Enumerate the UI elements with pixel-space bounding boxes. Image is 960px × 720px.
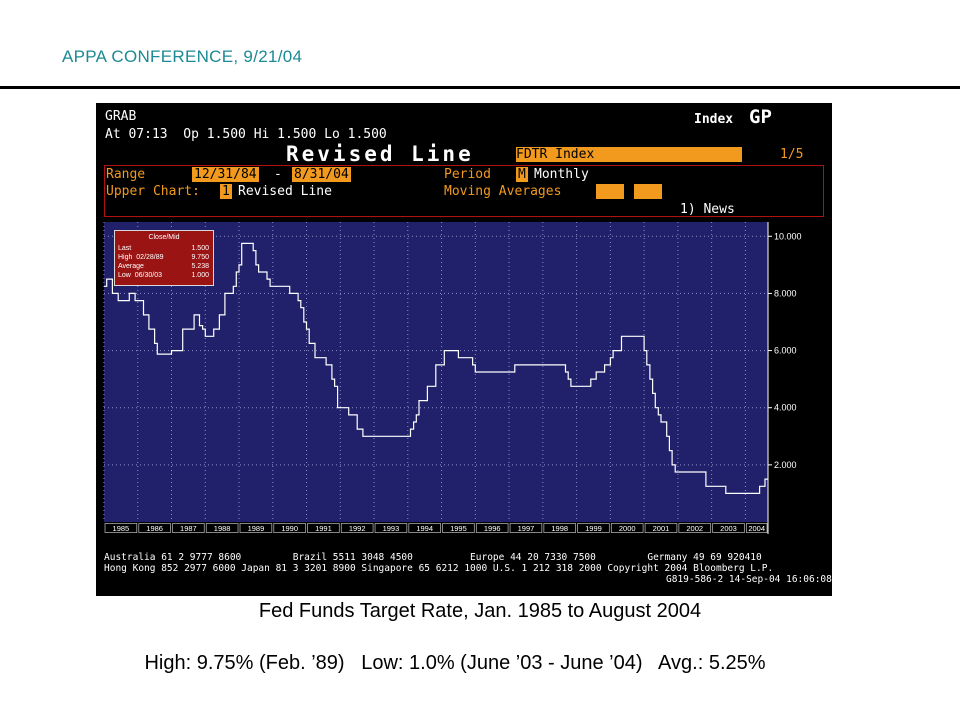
series-line-fed-funds xyxy=(104,242,768,494)
grab-label: GRAB xyxy=(105,109,137,124)
x-tick-cell xyxy=(104,523,138,533)
legend-row-label: Average xyxy=(118,263,144,270)
x-tick-label: 1987 xyxy=(180,524,197,533)
x-tick-cell xyxy=(610,523,644,533)
y-tick-label: 4.000 xyxy=(774,403,797,413)
chart-title: Revised Line xyxy=(286,142,474,166)
x-tick-label: 1995 xyxy=(450,524,467,533)
x-tick-label: 1990 xyxy=(281,524,298,533)
x-tick-label: 1994 xyxy=(416,524,433,533)
x-tick-cell xyxy=(442,523,475,533)
period-label: Period xyxy=(444,167,491,182)
x-tick-cell xyxy=(239,523,273,533)
rate-chart: 10.000 8.000 6.000 4.000 2.000 1985 1986 1987 19… xyxy=(103,222,802,534)
y-tick-label: 8.000 xyxy=(774,288,797,298)
news-link[interactable]: 1) News xyxy=(680,202,735,217)
range-start-field[interactable]: 12/31/84 xyxy=(192,167,259,182)
x-tick-label: 1989 xyxy=(248,524,265,533)
upper-chart-label: Upper Chart: xyxy=(106,184,200,199)
legend-row-label: Last xyxy=(118,245,132,252)
moving-averages-label: Moving Averages xyxy=(444,184,562,199)
x-tick-label: 1999 xyxy=(585,524,602,533)
index-label: Index xyxy=(694,112,734,127)
x-tick-label: 1993 xyxy=(383,524,400,533)
legend-row-label: Low 06/30/03 xyxy=(118,272,162,279)
moving-average-field-1[interactable] xyxy=(596,184,624,199)
x-tick-cell xyxy=(644,523,678,533)
footer-contacts-2: Hong Kong 852 2977 6000 Japan 81 3 3201 … xyxy=(104,563,774,574)
y-tick-label: 6.000 xyxy=(774,346,797,356)
legend-row-value: 1.500 xyxy=(191,245,209,252)
x-tick-label: 1988 xyxy=(214,524,231,533)
x-tick-cell xyxy=(475,523,509,533)
x-tick-cell xyxy=(138,523,171,533)
legend-title: Close/Mid xyxy=(148,234,180,241)
x-tick-cell xyxy=(340,523,374,533)
x-tick-cell xyxy=(745,523,768,533)
x-tick-cell xyxy=(273,523,306,533)
legend-row-value: 1.000 xyxy=(191,272,209,279)
period-value: Monthly xyxy=(534,167,589,182)
bloomberg-terminal: GRAB At 07:13 Op 1.500 Hi 1.500 Lo 1.500… xyxy=(96,103,832,596)
ticker-field[interactable]: FDTR Index xyxy=(516,147,742,162)
x-tick-cell xyxy=(712,523,745,533)
x-tick-cell xyxy=(408,523,441,533)
y-tick-label: 2.000 xyxy=(774,460,797,470)
chart-caption: Fed Funds Target Rate, Jan. 1985 to Augu… xyxy=(258,600,702,622)
x-tick-label: 1997 xyxy=(518,524,535,533)
header-divider xyxy=(0,86,960,89)
footer-contacts-1: Australia 61 2 9777 8600 Brazil 5511 304… xyxy=(104,552,762,563)
x-tick-label: 2004 xyxy=(748,524,765,533)
legend-row-label: High 02/28/89 xyxy=(118,254,164,261)
rate-statistics: High: 9.75% (Feb. ’89) Low: 1.0% (June ’… xyxy=(144,652,766,674)
x-tick-cell xyxy=(374,523,408,533)
upper-chart-value: Revised Line xyxy=(238,184,332,199)
x-tick-cell xyxy=(577,523,610,533)
x-tick-label: 2000 xyxy=(619,524,636,533)
x-tick-label: 1996 xyxy=(484,524,501,533)
range-dash: - xyxy=(274,167,282,182)
x-tick-label: 1991 xyxy=(315,524,332,533)
upper-chart-code-field[interactable]: 1 xyxy=(220,184,232,199)
x-tick-label: 1985 xyxy=(113,524,130,533)
footer-timestamp: G819-586-2 14-Sep-04 16:06:08 xyxy=(666,574,832,585)
page-indicator: 1/5 xyxy=(780,147,804,162)
x-tick-label: 1986 xyxy=(146,524,163,533)
function-code: GP xyxy=(749,106,772,128)
y-tick-label: 10.000 xyxy=(774,231,802,241)
x-tick-label: 2002 xyxy=(686,524,703,533)
slide-header: APPA CONFERENCE, 9/21/04 xyxy=(62,47,303,66)
x-tick-label: 2003 xyxy=(720,524,737,533)
x-tick-cell xyxy=(678,523,712,533)
x-tick-label: 1998 xyxy=(551,524,568,533)
x-tick-cell xyxy=(509,523,543,533)
legend-row-value: 9.750 xyxy=(191,254,209,261)
chart-legend: Close/Mid Last 1.500 High 02/28/89 9.750… xyxy=(114,230,214,286)
x-axis-band xyxy=(104,522,768,534)
x-tick-label: 1992 xyxy=(349,524,366,533)
x-tick-cell xyxy=(172,523,205,533)
x-tick-cell xyxy=(307,523,340,533)
x-tick-cell xyxy=(205,523,239,533)
settings-panel xyxy=(104,165,824,217)
range-label: Range xyxy=(106,167,146,182)
moving-average-field-2[interactable] xyxy=(634,184,662,199)
range-end-field[interactable]: 8/31/04 xyxy=(292,167,351,182)
x-tick-label: 2001 xyxy=(653,524,670,533)
quote-line: At 07:13 Op 1.500 Hi 1.500 Lo 1.500 xyxy=(105,127,387,142)
legend-row-value: 5.238 xyxy=(191,263,209,270)
x-tick-cell xyxy=(543,523,576,533)
period-code-field[interactable]: M xyxy=(516,167,528,182)
